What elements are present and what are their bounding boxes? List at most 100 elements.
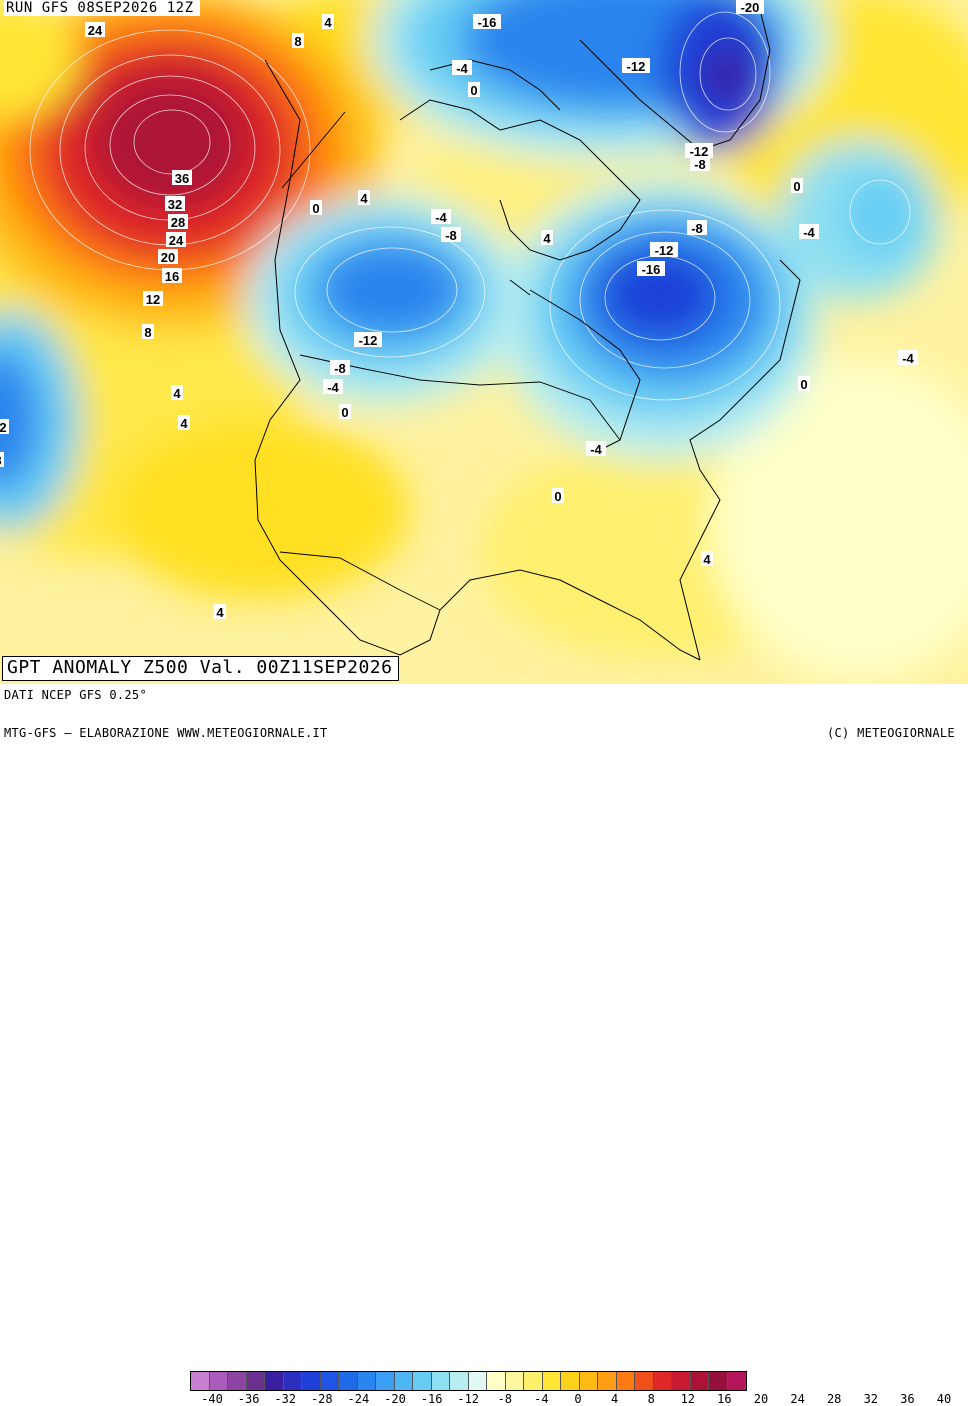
contour-label: 0 [793, 179, 800, 194]
product-title: GPT ANOMALY Z500 Val. 00Z11SEP2026 [2, 656, 400, 681]
legend-swatch [339, 1372, 358, 1390]
legend-swatch [727, 1372, 746, 1390]
legend-swatch [653, 1372, 672, 1390]
legend-swatch [487, 1372, 506, 1390]
legend-swatch [265, 1372, 284, 1390]
contour-label-bg [452, 60, 472, 75]
contour-label: -12 [690, 144, 709, 159]
legend-swatch [524, 1372, 543, 1390]
contour-label: 24 [169, 233, 184, 248]
legend-swatch [413, 1372, 432, 1390]
legend-swatch [376, 1372, 395, 1390]
legend-tick: 8 [647, 1392, 655, 1406]
contour-label: 4 [703, 552, 711, 567]
legend-swatch [616, 1372, 635, 1390]
legend-tick: 32 [863, 1392, 879, 1406]
anomaly-field [0, 0, 968, 680]
contour-label: 4 [173, 386, 181, 401]
legend-swatch [579, 1372, 598, 1390]
legend-swatch [283, 1372, 302, 1390]
contour-label: -4 [327, 380, 339, 395]
contour-label: -16 [478, 15, 497, 30]
contour-label: 4 [216, 605, 224, 620]
data-source: DATI NCEP GFS 0.25° [4, 688, 147, 702]
legend-swatch [505, 1372, 524, 1390]
contour-label: 0 [341, 405, 348, 420]
contour-label: -12 [655, 243, 674, 258]
legend-tick: -24 [347, 1392, 370, 1406]
contour-label-bg [791, 178, 803, 193]
contour-label: 20 [161, 250, 175, 265]
contour-label: 0 [470, 83, 477, 98]
contour-label: -12 [359, 333, 378, 348]
legend-swatch [357, 1372, 376, 1390]
contour-label-bg [622, 58, 650, 73]
footer: DATI NCEP GFS 0.25° -40 -36 -32 -28 -24 -20 -1… [0, 684, 968, 1406]
contour-label: -12 [627, 59, 646, 74]
contour-label: -4 [456, 61, 468, 76]
contour-label-bg [358, 190, 370, 205]
contour-label-bg [142, 324, 154, 339]
contour-label-bg [323, 379, 343, 394]
legend-tick: -28 [310, 1392, 333, 1406]
contour-label-bg [158, 249, 178, 264]
legend-swatch [690, 1372, 709, 1390]
contour-label-bg [637, 261, 665, 276]
legend-swatch [598, 1372, 617, 1390]
legend-swatch [191, 1372, 210, 1390]
contour-label: -4 [590, 442, 602, 457]
contour-label-bg [798, 376, 810, 391]
legend-swatch [561, 1372, 580, 1390]
legend-tick: 24 [790, 1392, 805, 1406]
contour-label: -8 [691, 221, 703, 236]
contour-label-bg [687, 220, 707, 235]
contour-label-bg [292, 33, 304, 48]
legend-swatch [468, 1372, 487, 1390]
legend-swatch [228, 1372, 247, 1390]
contour-label: 0 [800, 377, 807, 392]
legend-tick: -8 [497, 1392, 513, 1406]
legend-tick: -20 [384, 1392, 406, 1406]
legend-swatch [450, 1372, 469, 1390]
contour-label: -8 [334, 361, 346, 376]
contour-label-bg [799, 224, 819, 239]
legend-tick: 20 [753, 1392, 769, 1406]
contour-label: -4 [803, 225, 815, 240]
legend-tick: 40 [936, 1392, 952, 1406]
contour-label-bg [310, 200, 322, 215]
contour-label: 24 [88, 23, 103, 38]
contour-label-bg [473, 14, 501, 29]
contour-label: 8 [144, 325, 151, 340]
legend-tick: 0 [574, 1392, 582, 1406]
contour-label-bg [339, 404, 351, 419]
contour-label-bg [898, 350, 918, 365]
contour-label-bg [650, 242, 678, 257]
contour-label-bg [441, 227, 461, 242]
contour-label-bg [214, 604, 226, 619]
contour-label: 4 [543, 231, 551, 246]
contour-label-bg [165, 196, 185, 211]
legend-tick: -40 [201, 1392, 223, 1406]
contour-label-bg [178, 415, 190, 430]
legend-swatch [635, 1372, 654, 1390]
contour-label-bg [690, 156, 710, 171]
contour-label-bg [85, 22, 105, 37]
contour-label-bg [701, 551, 713, 566]
contour-label: 0 [554, 489, 561, 504]
contour-label: 16 [165, 269, 179, 284]
legend-tick: -4 [534, 1392, 549, 1406]
contour-label: 4 [324, 15, 332, 30]
legend-swatch [394, 1372, 413, 1390]
contour-label-bg [0, 452, 4, 467]
legend-tick: 4 [610, 1392, 619, 1406]
contour-label-bg [354, 332, 382, 347]
contour-label-bg [685, 143, 713, 158]
contour-label: 12 [146, 292, 160, 307]
contour-label-bg [162, 268, 182, 283]
legend-tick: -12 [457, 1392, 480, 1406]
contour-label-bg [736, 0, 764, 14]
color-legend [190, 1371, 747, 1391]
legend-tick: -36 [237, 1392, 260, 1406]
